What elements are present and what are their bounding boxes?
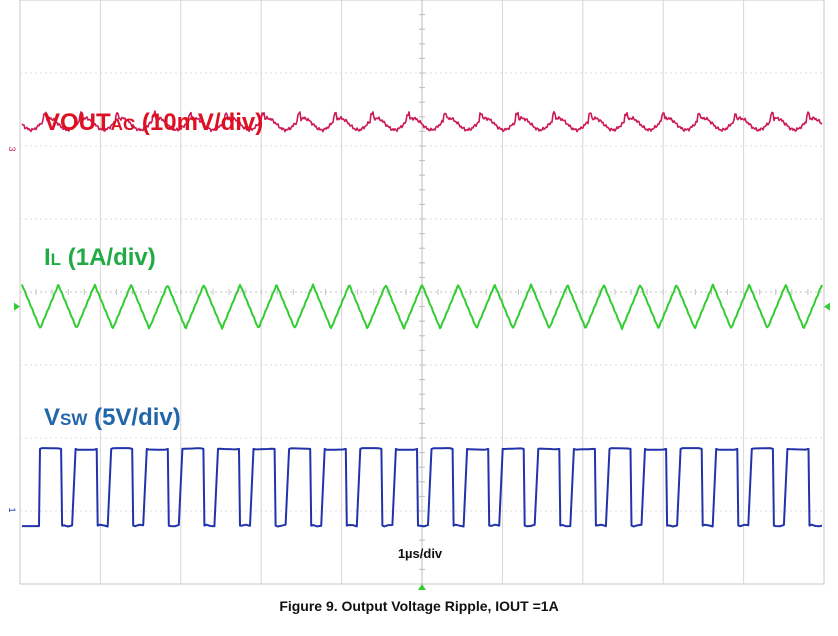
il-label: IL (1A/div)	[44, 244, 156, 271]
il-label-main: I	[44, 244, 51, 271]
timebase-label: 1µs/div	[398, 546, 443, 561]
vsw-label: VSW (5V/div)	[44, 404, 181, 431]
vsw-label-scale: (5V/div)	[87, 404, 180, 431]
figure-caption: Figure 9. Output Voltage Ripple, IOUT =1…	[279, 598, 559, 614]
il-right-marker	[824, 302, 830, 311]
vout-label-sub: AC	[111, 115, 136, 134]
vout-label-main: VOUT	[44, 109, 111, 136]
traces	[21, 110, 823, 528]
channel-3-marker-label: 3	[7, 146, 17, 151]
il-trace	[21, 283, 823, 331]
vsw-label-sub: SW	[60, 410, 88, 429]
vout-label: VOUTAC (10mV/div)	[44, 109, 263, 136]
channel-markers	[14, 302, 830, 590]
vsw-label-main: V	[44, 404, 60, 431]
il-label-scale: (1A/div)	[61, 244, 156, 271]
il-left-marker	[14, 302, 20, 311]
vsw-trace	[22, 447, 823, 528]
vout-trace	[21, 110, 823, 133]
grid	[19, 0, 825, 585]
il-label-sub: L	[51, 250, 61, 269]
trigger-marker	[418, 584, 426, 590]
vout-label-scale: (10mV/div)	[135, 109, 263, 136]
channel-1-marker-label: 1	[7, 507, 17, 512]
